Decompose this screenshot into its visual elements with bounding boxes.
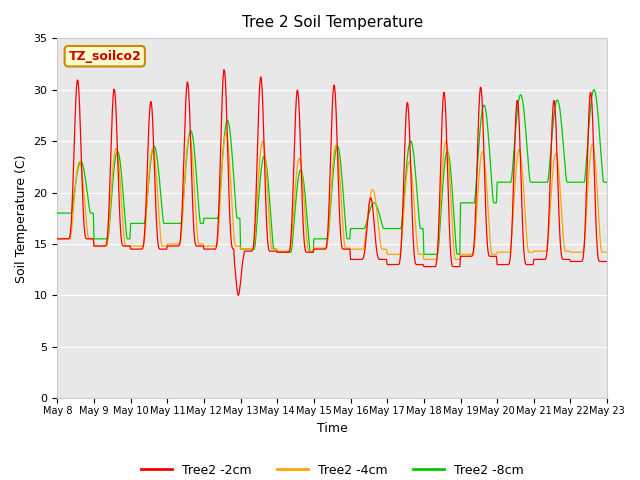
X-axis label: Time: Time xyxy=(317,421,348,434)
Title: Tree 2 Soil Temperature: Tree 2 Soil Temperature xyxy=(242,15,423,30)
Text: TZ_soilco2: TZ_soilco2 xyxy=(68,50,141,63)
Y-axis label: Soil Temperature (C): Soil Temperature (C) xyxy=(15,154,28,283)
Legend: Tree2 -2cm, Tree2 -4cm, Tree2 -8cm: Tree2 -2cm, Tree2 -4cm, Tree2 -8cm xyxy=(136,459,529,480)
